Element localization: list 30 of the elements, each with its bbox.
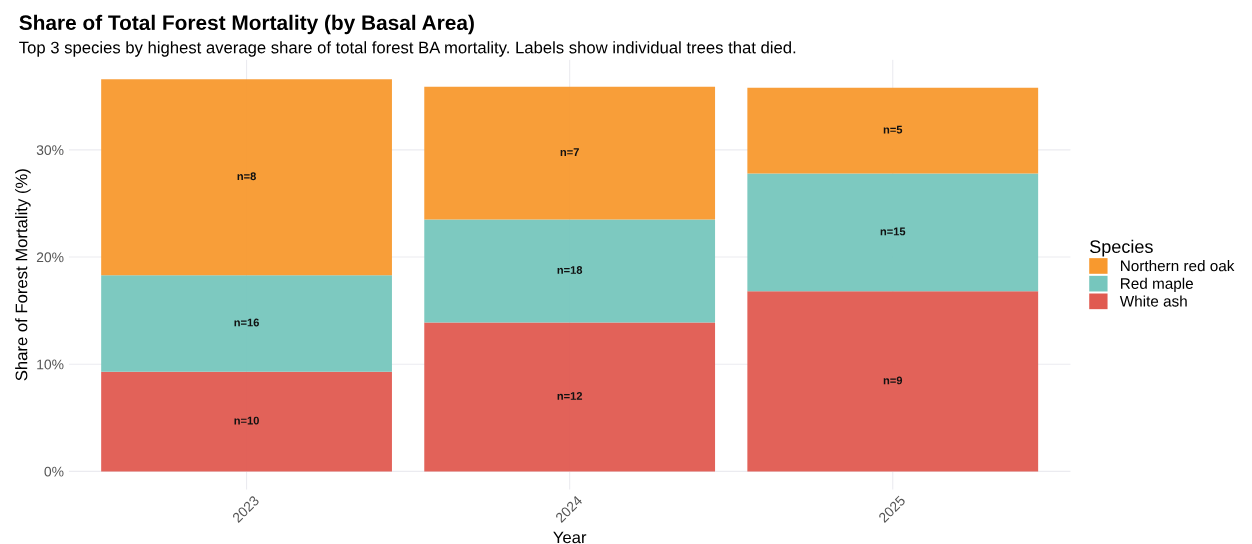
chart-subtitle: Top 3 species by highest average share of total forest BA mortality. Labels show individual trees that died.: [19, 41, 796, 57]
annotation: n=7: [560, 148, 579, 156]
legend-title: Species: [1090, 239, 1153, 257]
y-axis-title: Share of Forest Mortality (%): [15, 169, 31, 381]
annotation: n=15: [880, 227, 906, 236]
bar: [101, 275, 392, 372]
chart-title: Share of Total Forest Mortality (by Basal Area): [19, 14, 474, 35]
annotation: n=9: [883, 376, 903, 385]
bar: [101, 79, 392, 276]
annotation: n=5: [883, 125, 903, 134]
bar: [101, 371, 392, 472]
bar: [747, 87, 1039, 174]
y-tick-label: 10%: [37, 359, 64, 370]
annotation: n=16: [234, 318, 259, 327]
y-tick-label: 0%: [44, 466, 64, 477]
x-axis-title: Year: [553, 531, 587, 544]
annotation: n=18: [557, 266, 583, 274]
legend-label: White ash: [1119, 295, 1187, 307]
bar: [424, 322, 716, 472]
annotation: n=12: [557, 392, 583, 400]
annotation: n=10: [234, 416, 259, 425]
y-tick-label: 30%: [36, 145, 64, 156]
legend-label: Red maple: [1121, 277, 1193, 292]
y-tick-label: 20%: [36, 252, 64, 263]
annotation: n=8: [237, 172, 256, 181]
bar: [747, 173, 1039, 292]
bar: [747, 291, 1039, 472]
legend-label: Northern red oak: [1121, 260, 1235, 272]
bar: [424, 86, 716, 220]
bar: [424, 219, 716, 323]
